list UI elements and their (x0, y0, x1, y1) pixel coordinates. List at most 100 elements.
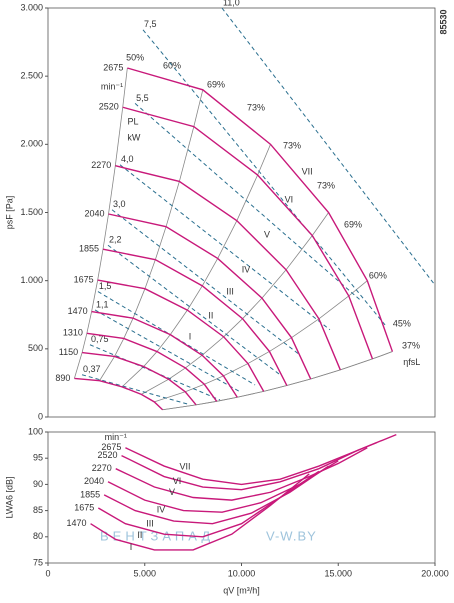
y-tick-label: 2.500 (20, 71, 43, 81)
y-tick-label: 3.000 (20, 2, 43, 12)
annotation: I (189, 331, 192, 341)
annotation: VII (302, 166, 313, 176)
power-label: 7,5 (144, 19, 157, 29)
annotation: min⁻¹ (101, 81, 123, 91)
annotation: 37% (402, 340, 420, 350)
speed-curve (103, 465, 329, 525)
y-tick-label: 500 (28, 343, 43, 353)
chart-code: 85530 (438, 9, 448, 34)
speed-label: 2675 (103, 62, 123, 72)
annotation: VI (285, 194, 294, 204)
speed-curve (121, 441, 378, 491)
speed-label: 890 (55, 373, 70, 383)
speed-curve (82, 351, 197, 406)
efficiency-line (162, 351, 393, 411)
annotation: III (146, 519, 154, 529)
power-line (107, 244, 281, 376)
power-label: 2,2 (109, 235, 122, 245)
y-tick-label: 90 (33, 479, 43, 489)
speed-curve (102, 248, 288, 386)
speed-label: 1470 (68, 306, 88, 316)
annotation: 60% (163, 60, 181, 70)
power-label: 3,0 (113, 199, 126, 209)
annotation: V (264, 229, 270, 239)
y-tick-label: 80 (33, 531, 43, 541)
y-tick-label: 95 (33, 453, 43, 463)
annotation: VII (179, 461, 190, 471)
y-tick-label: 1.000 (20, 275, 43, 285)
x-tick-label: 15.000 (324, 568, 352, 578)
y-axis-label: LWA6 [dB] (4, 476, 14, 518)
annotation: 60% (369, 270, 387, 280)
annotation: min⁻¹ (105, 432, 127, 442)
annotation: II (208, 310, 213, 320)
watermark: ВЕНТЗАПАД (100, 528, 214, 543)
efficiency-line (141, 212, 329, 395)
power-line (142, 29, 386, 326)
annotation: kW (127, 132, 141, 142)
speed-label: 1675 (74, 502, 94, 512)
x-tick-label: 0 (45, 568, 50, 578)
annotation: 45% (393, 318, 411, 328)
speed-label: 2270 (91, 160, 111, 170)
annotation: IV (157, 504, 166, 514)
power-label: 0,75 (91, 334, 109, 344)
x-tick-label: 20.000 (421, 568, 449, 578)
efficiency-line (74, 67, 128, 379)
speed-curve (127, 67, 394, 352)
speed-curve (97, 470, 320, 538)
annotation: 50% (126, 52, 144, 62)
speed-curve (91, 310, 238, 398)
speed-curve (108, 213, 312, 380)
y-tick-label: 75 (33, 557, 43, 567)
speed-curve (86, 332, 218, 402)
speed-curve (115, 165, 341, 371)
x-tick-label: 5.000 (133, 568, 156, 578)
power-label: 5,5 (136, 93, 149, 103)
power-label: 0,37 (83, 364, 101, 374)
y-axis-label: psF [Pa] (4, 196, 14, 230)
annotation: 73% (317, 180, 335, 190)
annotation: 69% (344, 219, 362, 229)
annotation: III (226, 286, 234, 296)
power-line (119, 164, 331, 331)
annotation: 69% (207, 79, 225, 89)
annotation: PL (127, 116, 138, 126)
y-tick-label: 85 (33, 505, 43, 515)
power-line (81, 374, 191, 406)
speed-curve (122, 106, 374, 360)
annotation: ηfsL (403, 357, 420, 367)
speed-label: 1855 (79, 244, 99, 254)
speed-label: 2040 (84, 476, 104, 486)
speed-label: 1855 (80, 489, 100, 499)
efficiency-line (121, 144, 271, 388)
speed-label: 2520 (97, 450, 117, 460)
speed-label: 1675 (74, 274, 94, 284)
annotation: II (137, 530, 142, 540)
power-line (221, 7, 436, 286)
power-label: 1,1 (96, 299, 109, 309)
annotation: VI (173, 476, 182, 486)
annotation: V (169, 487, 175, 497)
speed-curve (107, 460, 339, 513)
speed-label: 1150 (59, 347, 78, 357)
speed-curve (90, 473, 310, 551)
y-tick-label: 2.000 (20, 139, 43, 149)
annotation: 73% (247, 102, 265, 112)
speed-label: 2270 (92, 463, 112, 473)
envelope-line (162, 351, 393, 411)
y-tick-label: 0 (38, 411, 43, 421)
power-label: 4,0 (121, 154, 134, 164)
speed-label: 1470 (67, 518, 87, 528)
x-tick-label: 10.000 (228, 568, 256, 578)
annotation: I (130, 542, 133, 552)
power-label: 1,5 (99, 281, 112, 291)
y-tick-label: 1.500 (20, 207, 43, 217)
efficiency-line (154, 280, 368, 403)
power-line (134, 103, 361, 301)
watermark: V-W.BY (266, 528, 317, 543)
speed-label: 2520 (99, 102, 119, 112)
annotation: 73% (283, 140, 301, 150)
efficiency-line (99, 89, 204, 381)
